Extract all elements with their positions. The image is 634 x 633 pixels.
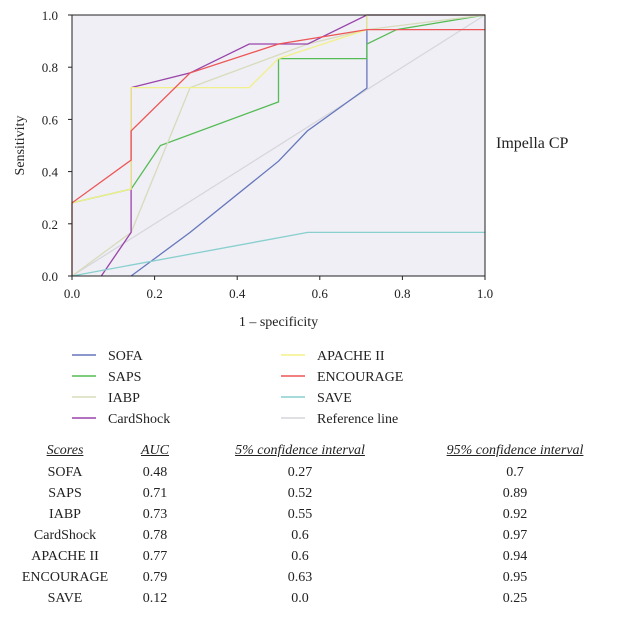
ci-5-cell: 0.6 [291,548,309,564]
legend-item: IABP [72,391,140,406]
table-row: SOFA 0.48 0.27 0.7 [20,462,630,483]
series-line-iabp [71,14,486,277]
legend-label: IABP [108,391,140,406]
header-ci-5: 5% confidence interval [235,443,365,458]
ci-5-cell: 0.27 [287,464,313,480]
roc-chart: 0.0 0.2 0.4 0.6 0.8 1.0 0.0 0.2 0.4 0.6 0.8 1.0 1 –… [13,8,569,427]
y-tick-label: 1.0 [42,8,58,23]
table-row: SAPS 0.71 0.52 0.89 [20,483,630,504]
legend-label: SAVE [317,391,352,406]
series-line-cardshock [100,14,485,277]
legend-label: APACHE II [317,349,385,364]
legend: SOFA SAPS IABP CardShock APACHE II ENCOURAGE S… [72,349,403,427]
x-tick-label: 0.8 [394,286,410,301]
series-line-save [71,231,485,277]
header-scores: Scores [46,443,84,458]
score-name-cell: CardShock [33,527,97,543]
x-tick-label: 1.0 [477,286,493,301]
ci-5-cell: 0.63 [287,569,313,585]
score-name-cell: SAPS [48,485,82,501]
y-axis-title: Sensitivity [13,116,28,176]
plot-frame [71,14,486,277]
ci-95-cell: 0.92 [502,506,528,522]
table-row: CardShock 0.78 0.6 0.97 [20,525,630,546]
roc-curves [71,14,486,277]
legend-label: SOFA [108,349,144,364]
table-header-row: Scores AUC 5% confidence interval 95% co… [20,440,630,462]
table-row: APACHE II 0.77 0.6 0.94 [20,546,630,567]
ci-95-cell: 0.7 [506,464,524,480]
ci-95-cell: 0.95 [502,569,528,585]
table-row: ENCOURAGE 0.79 0.63 0.95 [20,567,630,588]
legend-label: CardShock [108,412,170,427]
legend-item: SAPS [72,370,141,385]
ci-95-cell: 0.94 [502,548,528,564]
score-name-cell: SOFA [47,464,83,480]
auc-cell: 0.79 [142,569,168,585]
ci-5-cell: 0.0 [291,590,309,606]
ci-5-cell: 0.6 [291,527,309,543]
ci-95-cell: 0.25 [502,590,528,606]
auc-cell: 0.77 [142,548,168,564]
y-tick-label: 0.6 [42,112,59,127]
legend-label: SAPS [108,370,141,385]
legend-label: ENCOURAGE [317,370,403,385]
legend-item: SAVE [281,391,352,406]
legend-item: CardShock [72,412,170,427]
table-row: IABP 0.73 0.55 0.92 [20,504,630,525]
legend-item: Reference line [281,412,398,427]
legend-item: SOFA [72,349,144,364]
ci-95-cell: 0.97 [502,527,528,543]
legend-label: Reference line [317,412,398,427]
table-body: SOFA 0.48 0.27 0.7 SAPS 0.71 0.52 0.89 IABP 0.73 0… [20,462,630,609]
header-ci-95: 95% confidence interval [446,443,584,458]
y-tick-label: 0.2 [42,217,58,232]
score-name-cell: APACHE II [31,548,99,564]
y-tick-label: 0.4 [42,165,59,180]
auc-cell: 0.73 [142,506,168,522]
auc-cell: 0.71 [142,485,168,501]
series-line-encourage [71,28,485,276]
auc-table: Scores AUC 5% confidence interval 95% co… [20,440,630,609]
ci-5-cell: 0.55 [287,506,313,522]
auc-cell: 0.12 [142,590,168,606]
axes: 0.0 0.2 0.4 0.6 0.8 1.0 0.0 0.2 0.4 0.6 0.8 1.0 [42,8,493,301]
panel-label: Impella CP [496,135,569,152]
x-tick-label: 0.2 [146,286,162,301]
legend-item: APACHE II [281,349,385,364]
x-axis-title: 1 – specificity [239,315,318,330]
score-name-cell: ENCOURAGE [21,569,109,585]
x-tick-label: 0.0 [64,286,80,301]
ci-5-cell: 0.52 [287,485,313,501]
x-tick-label: 0.4 [229,286,246,301]
y-tick-label: 0.8 [42,60,58,75]
table-row: SAVE 0.12 0.0 0.25 [20,588,630,609]
score-name-cell: IABP [49,506,81,522]
series-line-reference-line [71,14,486,277]
auc-cell: 0.78 [142,527,168,543]
header-auc: AUC [141,443,169,458]
auc-cell: 0.48 [142,464,168,480]
score-name-cell: SAVE [47,590,83,606]
series-line-apache-ii [71,14,485,204]
x-tick-label: 0.6 [312,286,329,301]
ci-95-cell: 0.89 [502,485,528,501]
legend-item: ENCOURAGE [281,370,403,385]
y-tick-label: 0.0 [42,269,58,284]
